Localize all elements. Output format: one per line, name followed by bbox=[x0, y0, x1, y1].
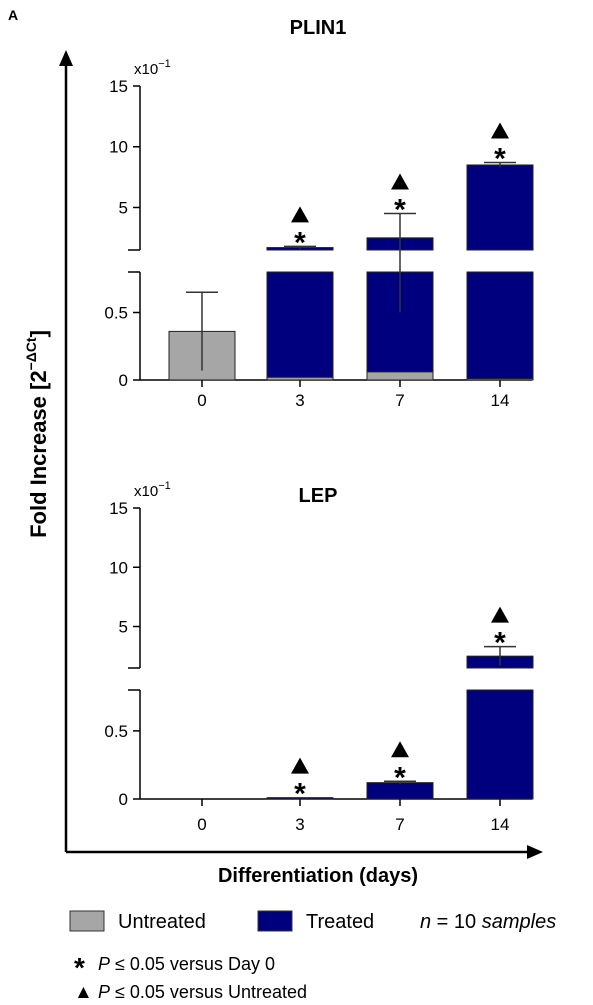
y-tick-label: 0 bbox=[119, 790, 128, 809]
legend-triangle-note: P ≤ 0.05 versus Untreated bbox=[98, 982, 307, 1002]
y-tick-label: 0.5 bbox=[104, 722, 128, 741]
legend-triangle-symbol: ▲ bbox=[74, 982, 93, 1003]
legend-star-symbol: * bbox=[74, 952, 85, 983]
x-tick-label: 7 bbox=[395, 815, 404, 834]
significance-star: * bbox=[394, 194, 406, 227]
x-tick-label: 14 bbox=[491, 391, 510, 410]
significance-star: * bbox=[294, 778, 306, 811]
y-tick-label: 0.5 bbox=[104, 304, 128, 323]
legend-swatch-untreated bbox=[69, 910, 105, 932]
x-tick-label: 0 bbox=[197, 815, 206, 834]
panel-lep: LEP x10−1 0 0.5 5 10 15 0 3 7 14 * * * bbox=[104, 480, 534, 834]
significance-star: * bbox=[294, 226, 306, 259]
significance-triangle bbox=[291, 757, 309, 774]
outer-axes bbox=[59, 50, 543, 859]
bar-treated bbox=[266, 797, 334, 800]
y-tick-label: 15 bbox=[109, 499, 128, 518]
x-tick-label: 3 bbox=[295, 815, 304, 834]
panel-title: PLIN1 bbox=[290, 17, 347, 39]
panel-label: A bbox=[8, 7, 18, 23]
x-axis-title: Differentiation (days) bbox=[218, 865, 418, 887]
bar-untreated bbox=[466, 378, 534, 381]
legend-sample-note: n = 10 samples bbox=[420, 911, 556, 933]
x-tick-label: 7 bbox=[395, 391, 404, 410]
scale-note: x10−1 bbox=[134, 58, 171, 78]
y-tick-label: 0 bbox=[119, 371, 128, 390]
legend-swatch-treated bbox=[257, 910, 293, 932]
outer-y-arrow bbox=[59, 50, 73, 66]
y-axis-title: Fold Increase [2−ΔCt] bbox=[23, 330, 51, 538]
bar-treated-lower bbox=[466, 689, 534, 800]
bar-untreated bbox=[366, 371, 434, 381]
legend-star-note: P ≤ 0.05 versus Day 0 bbox=[98, 954, 275, 974]
x-tick-label: 3 bbox=[295, 391, 304, 410]
panel-plin1: PLIN1 x10−1 0 0.5 5 10 15 0 3 7 14 * * * bbox=[104, 17, 534, 410]
legend-label-treated: Treated bbox=[306, 911, 374, 933]
outer-x-arrow bbox=[527, 845, 543, 859]
legend-label-untreated: Untreated bbox=[118, 911, 206, 933]
significance-triangle bbox=[391, 173, 409, 190]
significance-triangle bbox=[391, 741, 409, 758]
y-tick-label: 10 bbox=[109, 138, 128, 157]
significance-triangle bbox=[291, 206, 309, 223]
y-tick-label: 10 bbox=[109, 558, 128, 577]
bar-treated-lower bbox=[466, 271, 534, 381]
y-tick-label: 15 bbox=[109, 77, 128, 96]
significance-star: * bbox=[494, 143, 506, 176]
significance-star: * bbox=[394, 761, 406, 794]
x-tick-label: 14 bbox=[491, 815, 510, 834]
bar-treated-lower bbox=[266, 271, 334, 381]
scale-note: x10−1 bbox=[134, 480, 171, 500]
x-tick-label: 0 bbox=[197, 391, 206, 410]
significance-star: * bbox=[494, 627, 506, 660]
legend: Untreated Treated n = 10 samples * P ≤ 0… bbox=[69, 910, 556, 1003]
panel-title: LEP bbox=[299, 485, 338, 507]
y-tick-label: 5 bbox=[119, 618, 128, 637]
significance-triangle bbox=[491, 606, 509, 623]
bar-treated-upper bbox=[466, 164, 534, 251]
significance-triangle bbox=[491, 122, 509, 139]
y-tick-label: 5 bbox=[119, 198, 128, 217]
bar-untreated bbox=[266, 376, 334, 381]
